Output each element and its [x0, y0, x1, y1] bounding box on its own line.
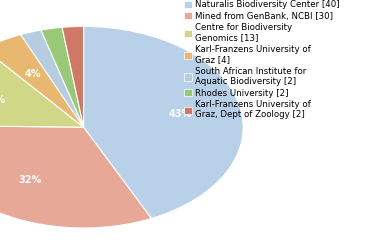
Wedge shape [0, 126, 152, 228]
Text: 32%: 32% [18, 175, 41, 185]
Text: 4%: 4% [24, 69, 41, 79]
Text: 13%: 13% [0, 95, 6, 105]
Wedge shape [21, 30, 84, 127]
Wedge shape [41, 27, 84, 127]
Wedge shape [62, 26, 84, 127]
Wedge shape [84, 26, 243, 218]
Legend: Naturalis Biodiversity Center [40], Mined from GenBank, NCBI [30], Centre for Bi: Naturalis Biodiversity Center [40], Mine… [183, 0, 340, 120]
Text: 43%: 43% [169, 108, 192, 119]
Wedge shape [0, 35, 84, 127]
Wedge shape [0, 48, 84, 127]
